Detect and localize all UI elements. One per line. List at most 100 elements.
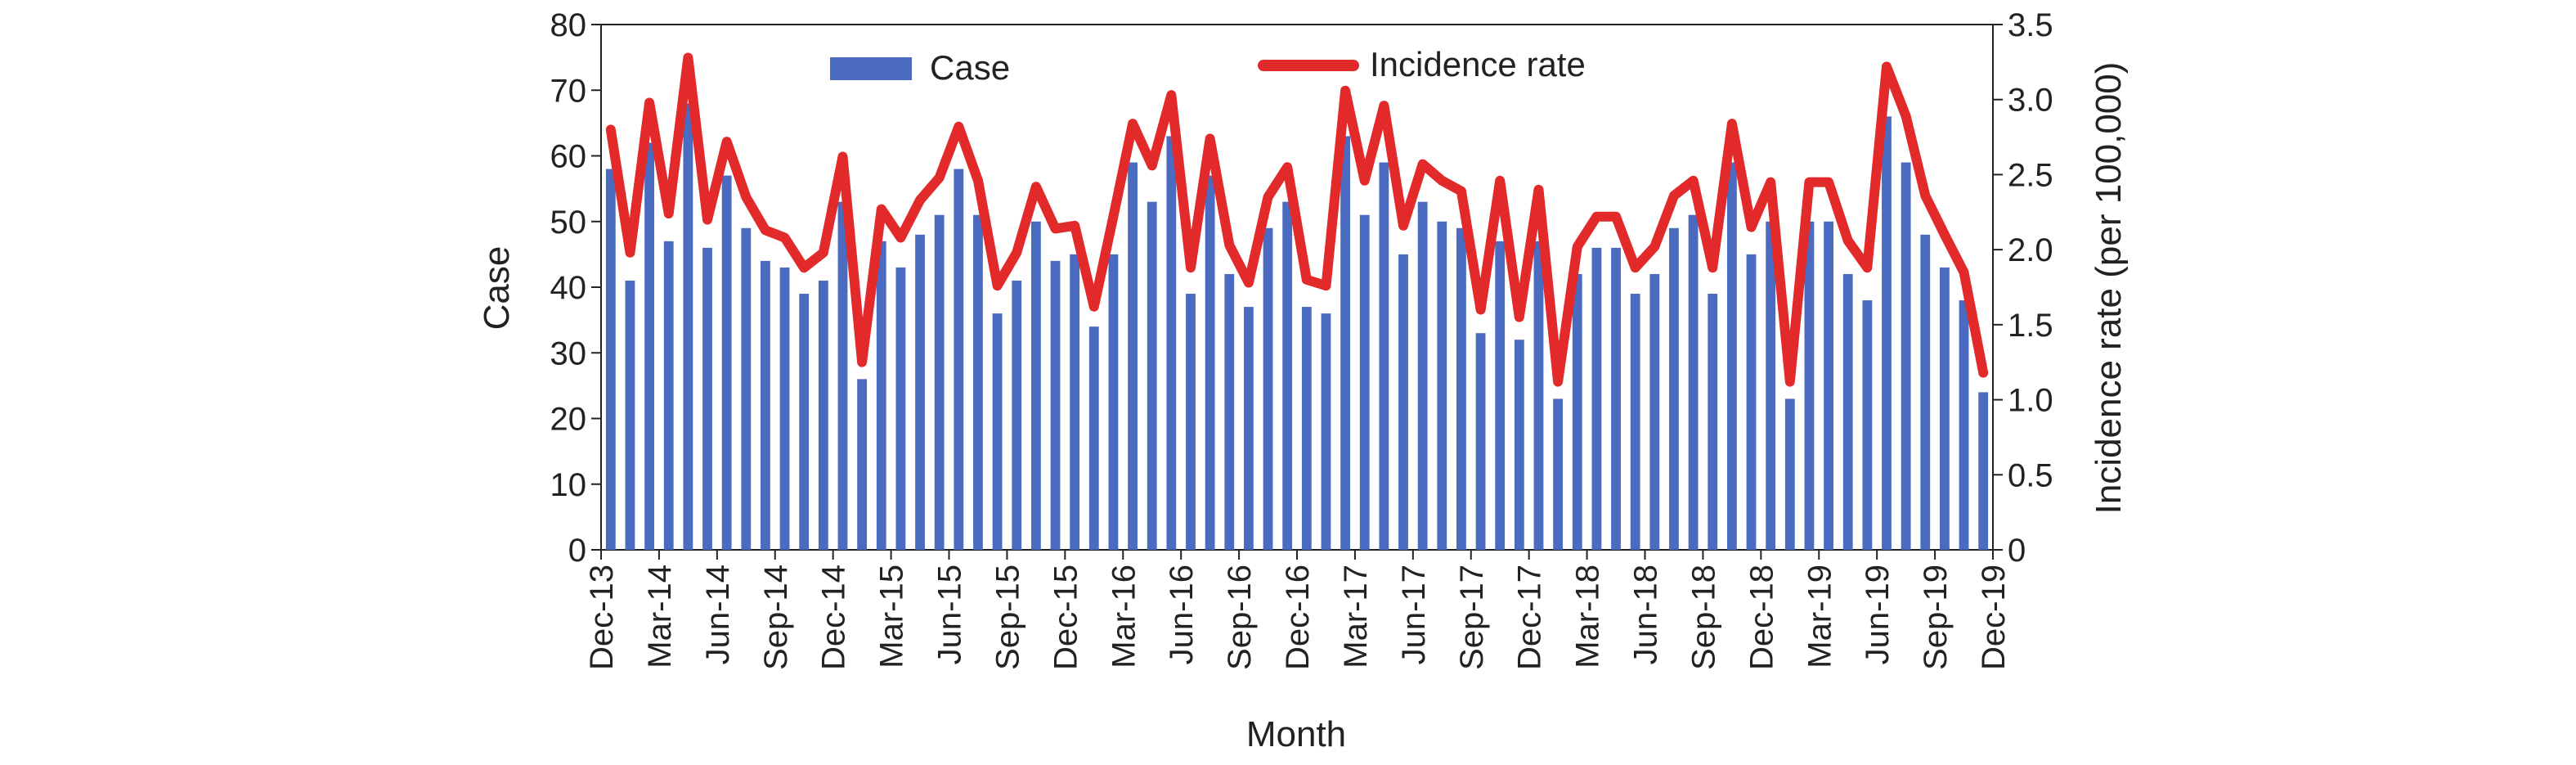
legend-case-label: Case	[930, 48, 1010, 87]
y2-tick-label: 1.0	[2008, 383, 2053, 419]
case-bar	[954, 169, 964, 551]
case-bar	[1824, 221, 1833, 550]
case-bar	[1030, 221, 1041, 550]
case-bar	[837, 201, 848, 551]
case-bar	[1533, 241, 1544, 550]
case-bar	[1649, 273, 1660, 550]
y-tick-label: 0	[568, 533, 586, 569]
y-axis-title: Case	[477, 246, 517, 331]
case-bar	[1688, 214, 1699, 550]
case-bars	[605, 103, 1989, 551]
x-tick-label: Jun-18	[1628, 565, 1664, 664]
y2-tick-label: 3.0	[2008, 83, 2053, 119]
x-tick-label: Mar-19	[1802, 565, 1838, 668]
case-bar	[1088, 326, 1099, 550]
case-bar	[1862, 300, 1873, 550]
case-bar	[1901, 162, 1911, 550]
y-tick-label: 50	[550, 205, 587, 241]
case-bar	[1050, 260, 1061, 550]
y-tick-label: 10	[550, 467, 587, 503]
case-bar	[1166, 136, 1177, 551]
case-bar	[934, 214, 945, 550]
x-tick-label: Sep-15	[990, 565, 1025, 670]
y-tick-label: 80	[550, 7, 587, 43]
case-bar	[1842, 273, 1853, 550]
case-bar	[1514, 340, 1524, 550]
x-tick-label: Sep-19	[1918, 565, 1954, 670]
case-bar	[1669, 227, 1679, 550]
case-bar	[1070, 254, 1080, 550]
x-tick-label: Dec-19	[1976, 565, 2012, 670]
case-bar	[663, 241, 674, 550]
x-tick-label: Sep-16	[1222, 565, 1258, 670]
y2-axis-title: Incidence rate (per 100,000)	[2089, 62, 2129, 515]
legend-case-swatch	[830, 57, 912, 80]
case-bar	[1263, 227, 1273, 550]
case-bar	[1591, 247, 1602, 550]
y2-tick-label: 2.5	[2008, 157, 2053, 193]
case-bar	[1978, 392, 1989, 550]
y-tick-label: 60	[550, 139, 587, 175]
case-bar	[1920, 234, 1931, 550]
x-tick-label: Dec-16	[1280, 565, 1316, 670]
case-bar	[1147, 201, 1157, 551]
case-bar	[683, 103, 693, 551]
legend-incidence-rate-label: Incidence rate	[1370, 45, 1586, 83]
case-bar	[625, 280, 635, 550]
case-bar	[1456, 227, 1466, 550]
case-bar	[973, 214, 983, 550]
incidence-rate-polyline	[605, 52, 1989, 387]
case-bar	[1882, 116, 1892, 551]
x-tick-label: Mar-14	[642, 565, 678, 668]
x-tick-label: Dec-13	[584, 565, 620, 670]
case-bar	[1282, 201, 1293, 551]
case-bar	[895, 267, 906, 550]
case-bar	[702, 247, 712, 550]
legend: Case Incidence rate	[830, 45, 1586, 87]
case-bar	[799, 294, 810, 550]
case-bar	[1243, 307, 1254, 550]
case-bar	[1379, 162, 1389, 550]
case-bar	[1012, 280, 1022, 550]
x-tick-label: Mar-16	[1106, 565, 1142, 668]
case-bar	[1572, 273, 1582, 550]
case-bar	[741, 227, 752, 550]
x-tick-label: Dec-18	[1744, 565, 1779, 670]
x-tick-label: Jun-16	[1164, 565, 1200, 664]
case-bar	[1475, 333, 1486, 550]
case-bar	[1108, 254, 1119, 550]
case-bar	[1398, 254, 1408, 550]
case-bar	[1939, 267, 1950, 550]
x-tick-label: Jun-15	[932, 565, 968, 664]
case-bar	[1224, 273, 1235, 550]
case-bar	[605, 169, 616, 551]
y-tick-label: 30	[550, 335, 587, 371]
y2-tick-label: 3.5	[2008, 7, 2053, 43]
case-bar	[779, 267, 790, 550]
y2-tick-label: 2.0	[2008, 232, 2053, 268]
case-bar	[1611, 247, 1621, 550]
x-tick-label: Jun-14	[700, 565, 736, 664]
x-tick-label: Jun-19	[1860, 565, 1896, 664]
case-bar	[992, 313, 1003, 550]
case-bar	[1340, 136, 1351, 551]
case-bar	[761, 260, 770, 550]
case-bar	[1553, 398, 1564, 550]
x-tick-label: Dec-17	[1512, 565, 1548, 670]
case-bar	[1495, 241, 1506, 550]
incidence-rate-line	[605, 52, 1989, 387]
case-bar	[644, 142, 655, 550]
y-tick-label: 40	[550, 270, 587, 306]
x-tick-label: Sep-14	[758, 565, 794, 670]
x-tick-label: Mar-18	[1570, 565, 1606, 668]
y2-tick-label: 1.5	[2008, 308, 2053, 344]
x-tick-label: Jun-17	[1396, 565, 1432, 664]
case-bar	[1804, 221, 1815, 550]
x-tick-label: Dec-14	[816, 565, 852, 670]
case-bar	[1630, 294, 1640, 550]
x-tick-label: Mar-17	[1338, 565, 1374, 668]
case-bar	[1359, 214, 1370, 550]
case-bar	[857, 379, 868, 550]
case-bar	[818, 280, 828, 550]
